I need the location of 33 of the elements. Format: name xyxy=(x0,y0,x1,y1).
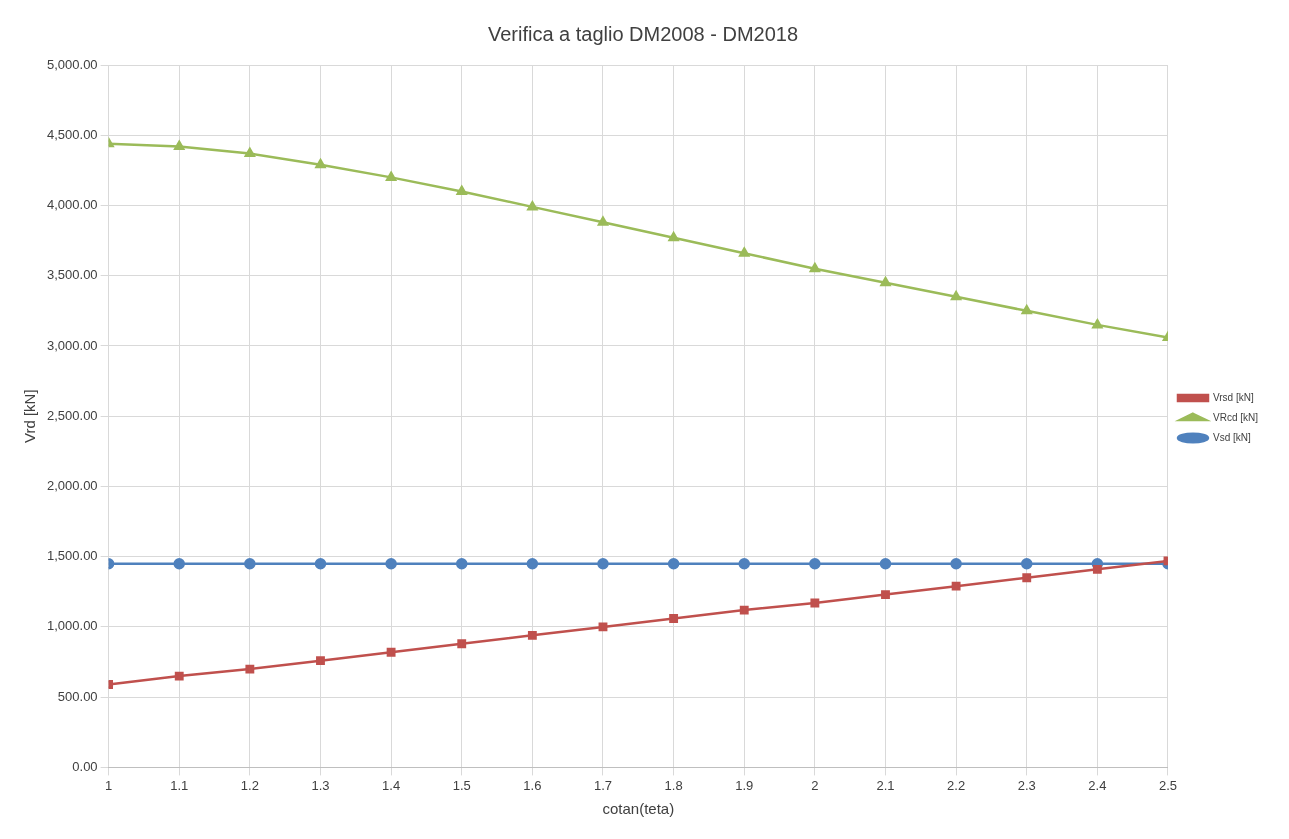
legend-label: Vrsd [kN] xyxy=(1212,391,1254,403)
x-tick-label: 1.2 xyxy=(240,777,259,793)
x-tick-label: 1.9 xyxy=(735,777,754,793)
x-tick-label: 1.5 xyxy=(452,777,471,793)
y-tick-label: 2,000.00 xyxy=(46,478,98,494)
x-tick-label: 1.1 xyxy=(170,777,189,793)
x-tick-label: 1.7 xyxy=(593,777,613,793)
y-tick-label: 1,500.00 xyxy=(46,548,98,564)
legend-label: Vsd [kN] xyxy=(1212,431,1251,443)
y-tick-label: 4,500.00 xyxy=(46,126,98,142)
y-tick-label: 5,000.00 xyxy=(46,56,98,72)
y-tick-label: 4,000.00 xyxy=(46,197,98,213)
x-tick-label: 1 xyxy=(104,777,113,793)
legend-label: VRcd [kN] xyxy=(1212,411,1259,423)
x-tick-label: 2 xyxy=(811,777,819,793)
y-tick-label: 3,000.00 xyxy=(46,337,98,353)
x-tick-label: 1.6 xyxy=(523,777,542,793)
y-tick-label: 3,500.00 xyxy=(46,267,98,283)
x-tick-label: 2.3 xyxy=(1017,777,1036,793)
x-tick-label: 2.4 xyxy=(1088,777,1107,793)
y-tick-label: 2,500.00 xyxy=(46,407,98,423)
y-axis-title: Vrd [kN] xyxy=(21,389,39,444)
x-tick-label: 1.3 xyxy=(311,777,330,793)
x-tick-label: 1.4 xyxy=(382,777,401,793)
y-tick-label: 500.00 xyxy=(57,688,98,704)
x-tick-label: 2.5 xyxy=(1158,777,1178,793)
x-tick-label: 2.1 xyxy=(876,777,895,793)
x-tick-label: 2.2 xyxy=(947,777,966,793)
x-axis-title: cotan(teta) xyxy=(602,800,675,818)
chart-title: Verifica a taglio DM2008 - DM2018 xyxy=(487,22,799,45)
y-tick-label: 0.00 xyxy=(72,758,98,774)
y-tick-label: 1,000.00 xyxy=(46,618,98,634)
x-tick-label: 1.8 xyxy=(664,777,683,793)
